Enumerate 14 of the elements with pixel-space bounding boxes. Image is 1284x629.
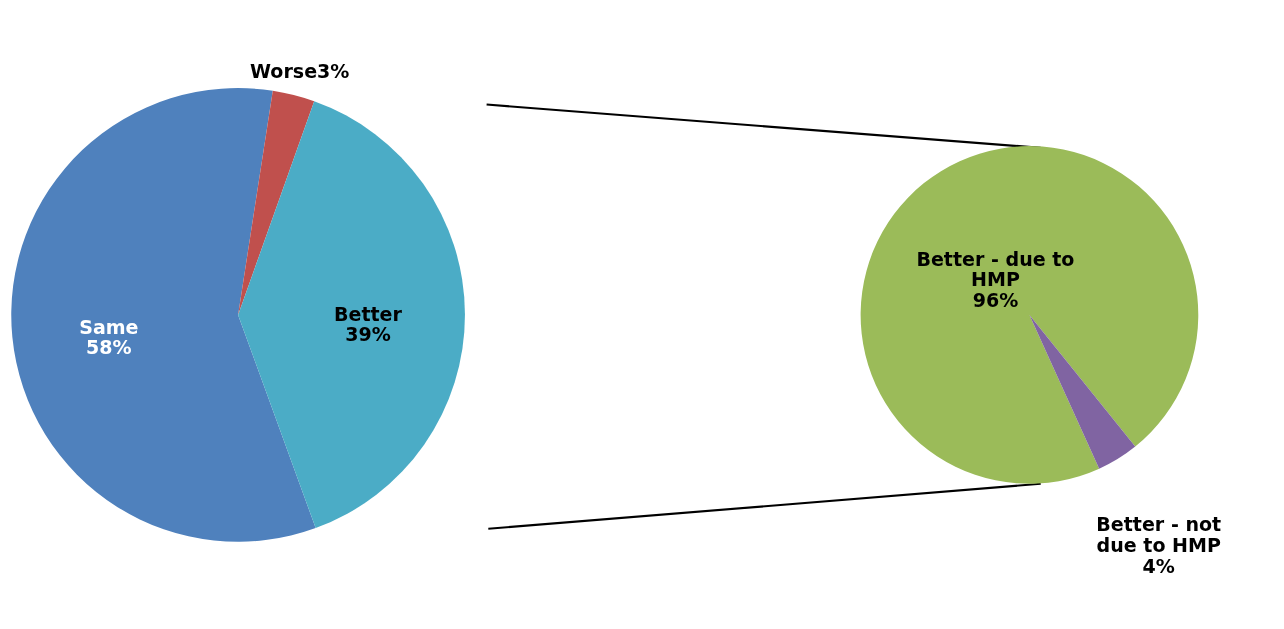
slice-label: Better - due to HMP bbox=[916, 247, 1075, 291]
data-label: 39% bbox=[345, 323, 391, 346]
pie-slice bbox=[238, 90, 315, 315]
pie-slice bbox=[238, 101, 465, 529]
slice-label: Better bbox=[334, 302, 403, 325]
pie-slice bbox=[860, 146, 1199, 484]
data-label: 4% bbox=[1142, 554, 1175, 577]
pie-slice bbox=[11, 88, 316, 542]
slice-label: Same bbox=[79, 315, 139, 338]
data-label: 58% bbox=[86, 336, 132, 359]
pie-slice bbox=[1029, 314, 1136, 469]
slice-label: Worse3% bbox=[250, 59, 350, 82]
slice-label: Better - not due to HMP bbox=[1096, 513, 1222, 556]
data-label: 96% bbox=[972, 289, 1019, 312]
